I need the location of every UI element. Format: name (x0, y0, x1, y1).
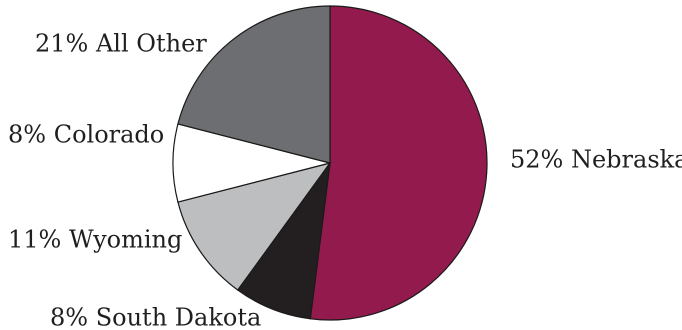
slice-label-wyoming: 11% Wyoming (8, 226, 182, 254)
slice-label-nebraska: 52% Nebraska (510, 146, 682, 174)
slice-label-colorado: 8% Colorado (8, 121, 164, 149)
pie-labels: 52% Nebraska 8% South Dakota 11% Wyoming 8%… (8, 30, 682, 330)
pie-slice-all-other (177, 5, 331, 164)
pie-slice-wyoming (177, 162, 332, 291)
slice-label-all-other: 21% All Other (35, 30, 207, 58)
pie-slices (172, 5, 488, 321)
pie-slice-nebraska (309, 5, 488, 321)
slice-label-south-dakota: 8% South Dakota (50, 304, 261, 330)
